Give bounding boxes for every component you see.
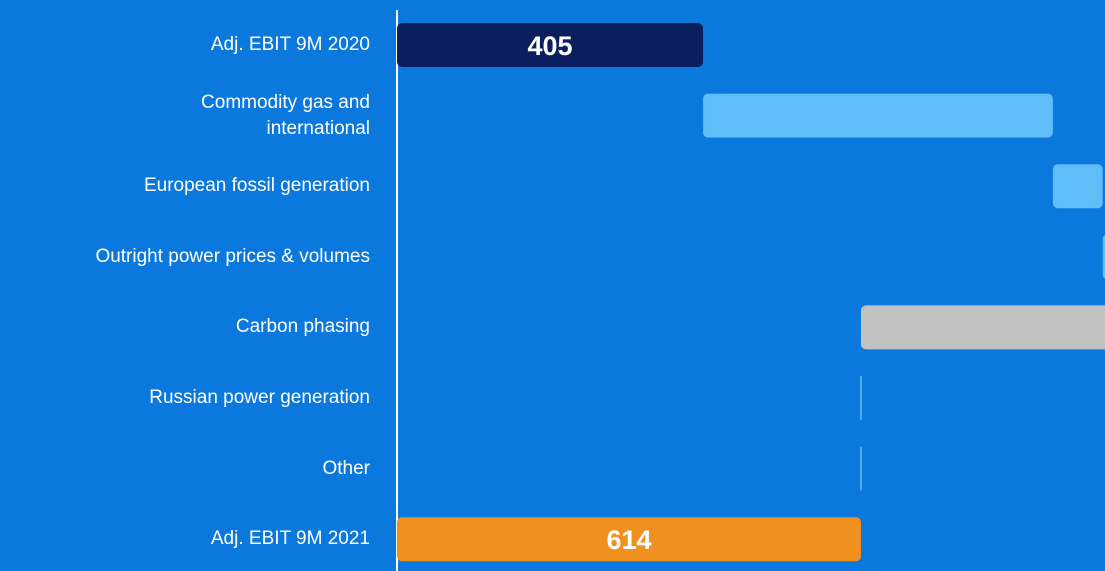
value-label: 614 — [606, 525, 651, 555]
category-label: Russian power generation — [149, 387, 370, 408]
bar — [860, 376, 862, 420]
bar — [860, 305, 1105, 350]
category-label: Other — [322, 457, 370, 479]
category-label: Outright power prices & volumes — [95, 245, 370, 267]
category-label: Commodity gas and international — [201, 91, 370, 139]
category-label: Carbon phasing — [235, 316, 370, 338]
value-label: 405 — [527, 31, 572, 61]
bar — [860, 446, 862, 491]
bar — [397, 23, 704, 67]
bar — [1052, 164, 1103, 209]
bar — [1102, 235, 1105, 279]
category-label: Adj. EBIT 9M 2020 — [210, 34, 370, 55]
bar — [397, 517, 861, 562]
bar — [703, 93, 1053, 138]
category-label: European fossil generation — [143, 175, 370, 197]
category-label: Adj. EBIT 9M 2021 — [210, 528, 370, 550]
